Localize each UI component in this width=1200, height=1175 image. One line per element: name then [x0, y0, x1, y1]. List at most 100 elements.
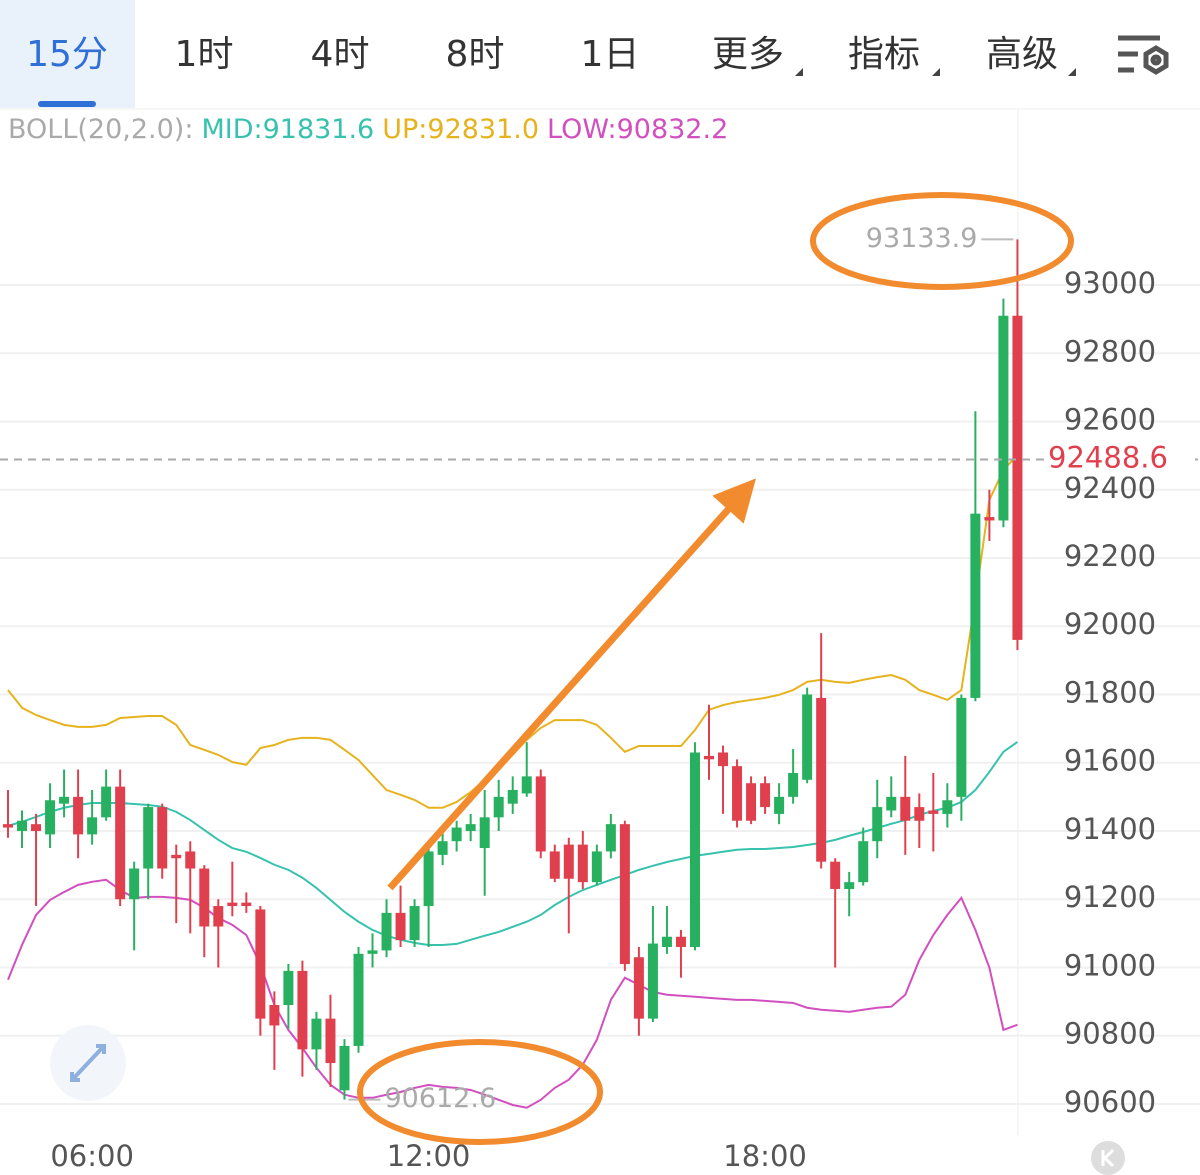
candle-body	[774, 796, 785, 814]
indicator-line	[7, 878, 1018, 1109]
candle-body	[297, 970, 308, 1050]
tab[interactable]: 1日	[581, 34, 640, 75]
candle-body	[563, 844, 574, 879]
y-tick-label: 91600	[1064, 744, 1156, 778]
candle-body	[830, 861, 841, 889]
candle-body	[157, 807, 168, 869]
candle-body	[255, 909, 266, 1019]
candle-body	[493, 796, 504, 818]
y-tick-label: 92800	[1064, 334, 1156, 368]
candle-body	[605, 824, 616, 852]
candle-body	[549, 851, 560, 879]
dropdown-carets	[795, 68, 1076, 76]
legend-item: UP:92831.0	[382, 114, 539, 145]
candle-body	[746, 783, 757, 821]
settings-icon[interactable]	[1118, 35, 1169, 75]
highlight-ellipse	[357, 1039, 603, 1145]
candle-body	[479, 817, 490, 849]
legend-item: MID:91831.6	[201, 114, 374, 145]
candle-body	[395, 912, 406, 941]
candle-body	[619, 824, 630, 965]
highlight-ellipse	[810, 192, 1074, 290]
candle-body	[647, 943, 658, 1019]
candle-body	[970, 513, 981, 698]
max-annotation: 93133.9	[866, 223, 978, 254]
candle-body	[381, 912, 392, 951]
candle-body	[17, 820, 28, 831]
y-tick-label: 91200	[1064, 880, 1156, 914]
x-tick-label: 18:00	[723, 1139, 807, 1173]
candle-body	[171, 854, 182, 859]
x-tick-label: 06:00	[50, 1139, 134, 1173]
y-tick-label: 91000	[1064, 948, 1156, 982]
candle-body	[129, 868, 140, 900]
candle-body	[788, 772, 799, 797]
k-button[interactable]	[1091, 1141, 1125, 1175]
candle-body	[914, 807, 925, 821]
candle-body	[3, 824, 13, 828]
trend-arrow	[387, 478, 756, 891]
candle-body	[59, 796, 70, 804]
candle-body	[998, 315, 1009, 521]
tab[interactable]: 8时	[446, 34, 505, 75]
candle-body	[143, 807, 154, 869]
y-tick-label: 91800	[1064, 675, 1156, 709]
candle-body	[115, 786, 126, 900]
candle-body	[87, 817, 98, 835]
candle-body	[423, 851, 434, 907]
candle-body	[521, 776, 532, 794]
tab[interactable]: 高级	[986, 34, 1058, 75]
candle-body	[409, 906, 420, 941]
candle-body	[718, 752, 729, 767]
candle-body	[984, 517, 995, 521]
legend-item: BOLL(20,2.0):	[8, 114, 193, 145]
candle-body	[732, 766, 743, 821]
indicator-legend: BOLL(20,2.0): MID:91831.6 UP:92831.0 LOW:90…	[8, 114, 728, 145]
candle-body	[704, 755, 714, 760]
legend-item: LOW:90832.2	[547, 114, 728, 145]
candle-body	[900, 796, 911, 821]
candle-body	[675, 936, 686, 947]
candle-body	[437, 841, 448, 855]
tab[interactable]: 4时	[311, 34, 370, 75]
y-tick-label: 92600	[1064, 403, 1156, 437]
candle-body	[465, 824, 476, 831]
expand-button[interactable]	[50, 1025, 126, 1101]
candle-body	[213, 906, 224, 927]
candle-body	[269, 1004, 280, 1026]
candle-body	[241, 902, 252, 907]
tab[interactable]: 1时	[175, 34, 234, 75]
x-tick-label: 12:00	[387, 1139, 471, 1173]
candle-body	[872, 807, 883, 842]
candle-body	[591, 851, 602, 883]
candle-body	[507, 790, 518, 804]
candle-body	[577, 844, 588, 883]
candle-body	[101, 786, 112, 818]
active-tab-bg	[0, 0, 135, 108]
candle-body	[45, 800, 56, 835]
candle-body	[367, 950, 378, 954]
candle-body	[339, 1045, 350, 1091]
candle-body	[1012, 315, 1023, 640]
candle-body	[928, 810, 939, 814]
y-tick-label: 90600	[1064, 1085, 1156, 1119]
candle-body	[816, 697, 827, 862]
candle-body	[802, 694, 813, 780]
indicator-line	[7, 741, 1019, 946]
candle-body	[942, 800, 953, 814]
y-tick-label: 93000	[1064, 266, 1156, 300]
candle-body	[73, 796, 84, 835]
active-tab-indicator	[38, 101, 96, 107]
candle-body	[325, 1018, 336, 1064]
tab[interactable]: 指标	[848, 34, 920, 75]
candle-body	[956, 697, 967, 797]
tab[interactable]: 15分	[26, 34, 108, 75]
candle-body	[760, 783, 771, 808]
tab[interactable]: 更多	[712, 34, 784, 75]
candle-body	[661, 936, 672, 947]
candle-body	[858, 841, 869, 883]
y-tick-label: 91400	[1064, 812, 1156, 846]
min-annotation: 90612.6	[384, 1083, 496, 1114]
y-tick-label: 92200	[1064, 539, 1156, 573]
